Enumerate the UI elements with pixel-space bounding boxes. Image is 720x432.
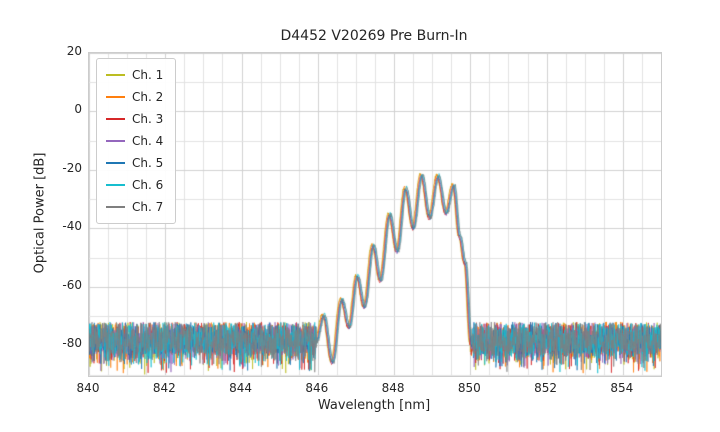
legend-label: Ch. 6	[132, 178, 164, 192]
x-tick-label: 844	[229, 381, 252, 395]
legend-item: Ch. 6	[106, 176, 163, 194]
legend-item: Ch. 7	[106, 198, 163, 216]
y-tick-label: 0	[74, 102, 82, 117]
legend-line-swatch	[106, 162, 125, 164]
legend-label: Ch. 5	[132, 156, 164, 170]
y-tick-label: -20	[62, 160, 82, 175]
legend-line-swatch	[106, 184, 125, 186]
legend-item: Ch. 1	[106, 66, 163, 84]
x-tick-label: 852	[534, 381, 558, 395]
legend-label: Ch. 2	[132, 90, 164, 104]
legend-line-swatch	[106, 140, 125, 142]
x-axis-label: Wavelength [nm]	[317, 398, 431, 413]
x-tick-label: 842	[152, 381, 176, 395]
legend-item: Ch. 4	[106, 132, 163, 150]
legend-label: Ch. 4	[132, 134, 164, 148]
legend-label: Ch. 7	[132, 200, 164, 214]
x-tick-label: 846	[305, 381, 329, 395]
y-tick-label: -40	[62, 219, 82, 234]
legend-label: Ch. 3	[132, 112, 164, 126]
x-tick-label: 850	[457, 381, 481, 395]
legend-item: Ch. 5	[106, 154, 163, 172]
y-tick-label: -60	[62, 277, 82, 292]
legend-item: Ch. 3	[106, 110, 163, 128]
legend: Ch. 1 Ch. 2 Ch. 3 Ch. 4 Ch. 5 Ch. 6 Ch. 7	[96, 58, 177, 224]
legend-line-swatch	[106, 74, 125, 76]
x-tick-label: 840	[76, 381, 100, 395]
y-tick-label: -80	[62, 336, 82, 351]
legend-line-swatch	[106, 206, 125, 208]
plot-canvas	[88, 52, 662, 377]
y-tick-label: 20	[66, 44, 82, 58]
y-axis-label: Optical Power [dB]	[32, 152, 48, 274]
legend-line-swatch	[106, 118, 125, 120]
legend-line-swatch	[106, 96, 125, 98]
x-tick-label: 854	[610, 381, 634, 395]
x-tick-label: 848	[381, 381, 405, 395]
chart-title: D4452 V20269 Pre Burn-In	[280, 28, 468, 44]
legend-label: Ch. 1	[132, 68, 164, 82]
legend-item: Ch. 2	[106, 88, 163, 106]
